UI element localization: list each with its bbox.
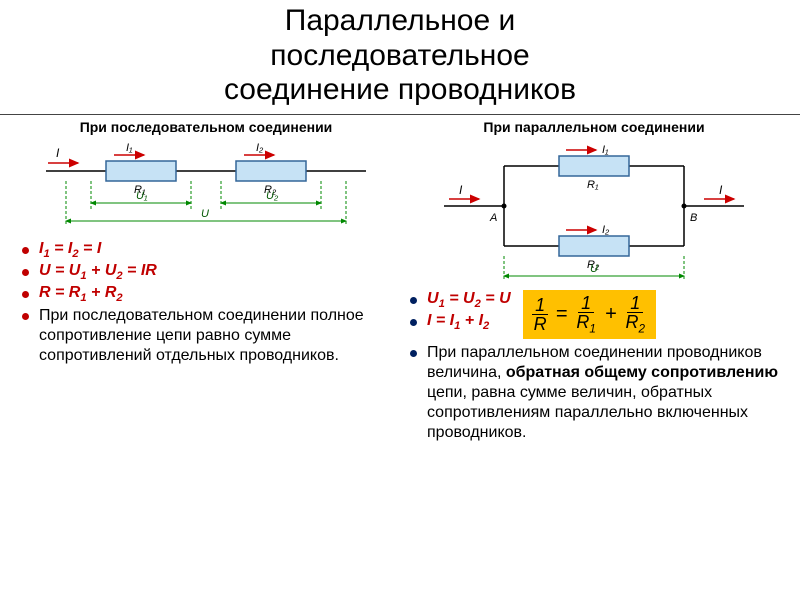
title-line3: соединение проводников (224, 73, 576, 106)
series-formula-3: R = R1 + R2 (22, 284, 396, 304)
svg-text:U₁: U₁ (136, 190, 148, 202)
parallel-formula-list: U1 = U2 = U I = I1 + I2 (404, 290, 511, 334)
parallel-formula-1: U1 = U2 = U (410, 290, 511, 310)
svg-text:I₂: I₂ (256, 142, 264, 154)
series-formula-2: U = U1 + U2 = IR (22, 262, 396, 282)
bullet-icon (22, 313, 29, 320)
svg-text:A: A (489, 212, 497, 224)
series-explanation: При последовательном соединении полное с… (22, 306, 396, 366)
series-formula-list: I1 = I2 = I U = U1 + U2 = IR R = R1 + R2… (16, 240, 396, 367)
fraction-1R1: 1R1 (573, 294, 599, 335)
series-heading: При последовательном соединении (16, 119, 396, 135)
formula-text: I1 = I2 = I (39, 240, 101, 260)
bullet-icon (410, 350, 417, 357)
parallel-column: При параллельном соединении (404, 119, 784, 445)
resistance-formula-box: 1R = 1R1 + 1R2 (523, 290, 656, 339)
formula-text: R = R1 + R2 (39, 284, 123, 304)
parallel-diagram: A B I I I₁ I₂ R₁ R₂ U (404, 139, 784, 290)
svg-text:I₁: I₁ (602, 144, 609, 156)
svg-text:I: I (719, 183, 723, 197)
bullet-icon (22, 269, 29, 276)
svg-text:U: U (590, 263, 598, 275)
svg-text:I: I (459, 183, 463, 197)
fraction-1R: 1R (531, 296, 550, 333)
bullet-icon (410, 319, 417, 326)
parallel-explain-list: При параллельном соединении проводников … (404, 343, 784, 443)
formula-text: U = U1 + U2 = IR (39, 262, 157, 282)
bullet-icon (22, 291, 29, 298)
formula-text: I = I1 + I2 (427, 312, 489, 332)
series-explain-text: При последовательном соединении полное с… (39, 306, 396, 366)
parallel-formula-2: I = I1 + I2 (410, 312, 511, 332)
series-formula-1: I1 = I2 = I (22, 240, 396, 260)
svg-text:I: I (56, 146, 60, 160)
formula-text: U1 = U2 = U (427, 290, 511, 310)
fraction-1R2: 1R2 (623, 294, 649, 335)
series-diagram: I I₁ I₂ R₁ R₂ U₁ U₂ U (16, 139, 396, 240)
bullet-icon (22, 247, 29, 254)
svg-text:U₂: U₂ (266, 190, 279, 202)
svg-text:I₂: I₂ (602, 224, 610, 236)
title-line2: последовательное (270, 39, 529, 72)
equals-sign: = (556, 303, 568, 326)
parallel-heading: При параллельном соединении (404, 119, 784, 135)
bullet-icon (410, 297, 417, 304)
parallel-explanation: При параллельном соединении проводников … (410, 343, 784, 443)
series-column: При последовательном соединении (16, 119, 396, 445)
svg-text:R₁: R₁ (587, 179, 599, 191)
parallel-explain-text: При параллельном соединении проводников … (427, 343, 784, 443)
svg-text:B: B (690, 212, 697, 224)
svg-text:I₁: I₁ (126, 142, 133, 154)
content-columns: При последовательном соединении (0, 115, 800, 445)
svg-text:U: U (201, 208, 209, 220)
title-line1: Параллельное и (285, 4, 515, 37)
plus-sign: + (605, 303, 617, 326)
page-title: Параллельное и последовательное соединен… (0, 0, 800, 115)
